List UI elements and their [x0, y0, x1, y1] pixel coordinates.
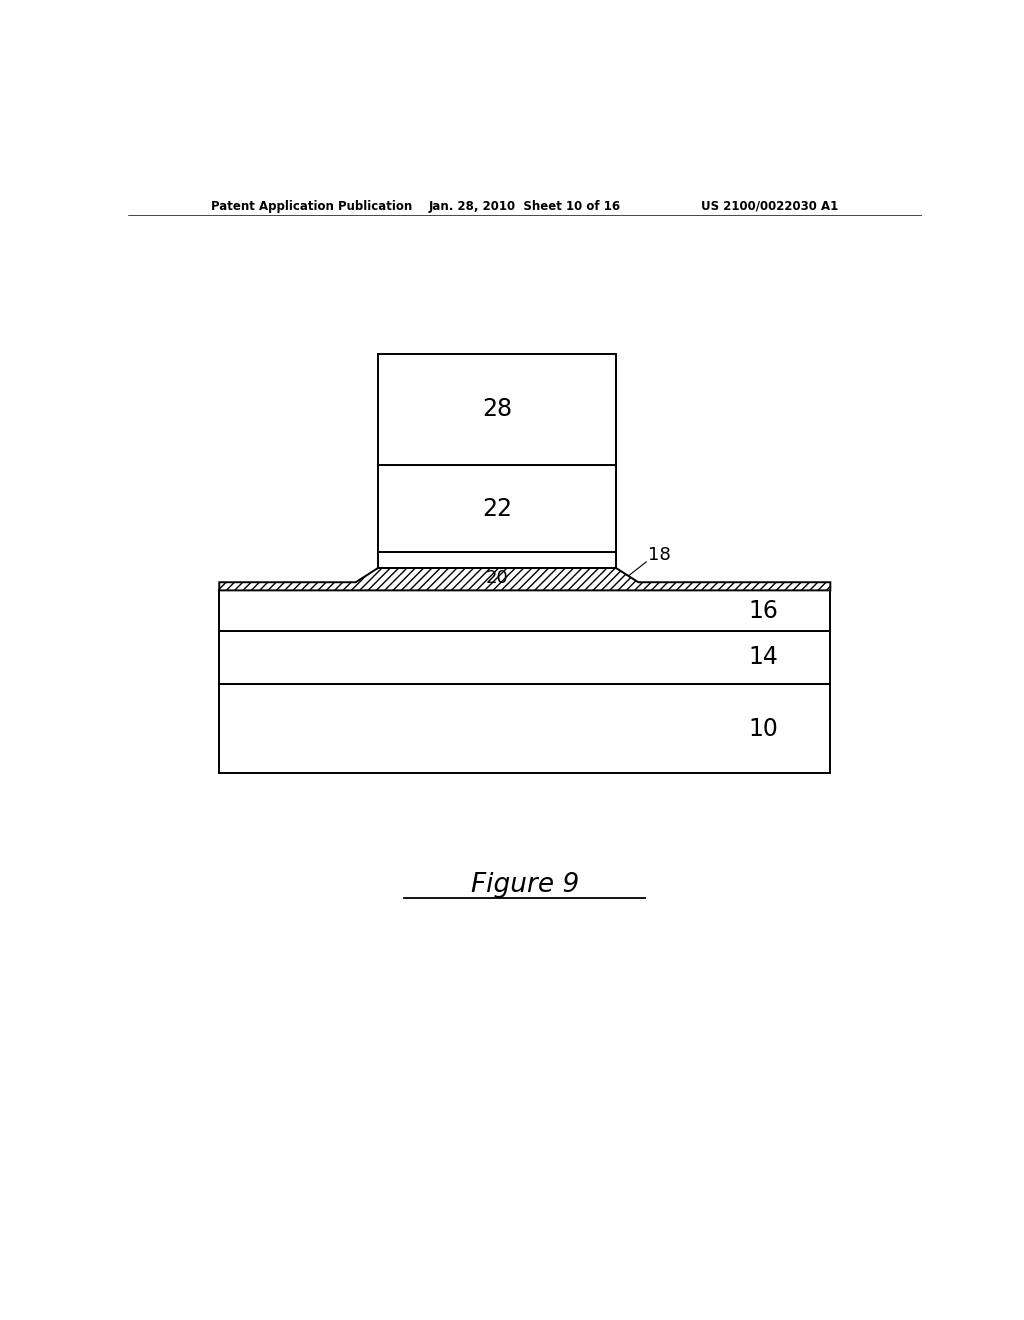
- Text: 10: 10: [748, 717, 778, 741]
- Text: 18: 18: [648, 546, 671, 564]
- Text: Jan. 28, 2010  Sheet 10 of 16: Jan. 28, 2010 Sheet 10 of 16: [429, 199, 621, 213]
- Text: US 2100/0022030 A1: US 2100/0022030 A1: [701, 199, 839, 213]
- Text: 28: 28: [482, 397, 512, 421]
- Bar: [219, 631, 830, 684]
- Bar: [219, 684, 830, 774]
- Text: 16: 16: [748, 599, 778, 623]
- Text: 20: 20: [485, 569, 508, 587]
- Polygon shape: [219, 568, 830, 590]
- Text: 22: 22: [482, 496, 512, 520]
- Bar: [378, 552, 616, 568]
- Bar: [219, 590, 830, 631]
- Bar: [378, 466, 616, 552]
- Bar: [378, 354, 616, 466]
- Text: Figure 9: Figure 9: [471, 873, 579, 898]
- Text: Patent Application Publication: Patent Application Publication: [211, 199, 413, 213]
- Text: 14: 14: [748, 645, 778, 669]
